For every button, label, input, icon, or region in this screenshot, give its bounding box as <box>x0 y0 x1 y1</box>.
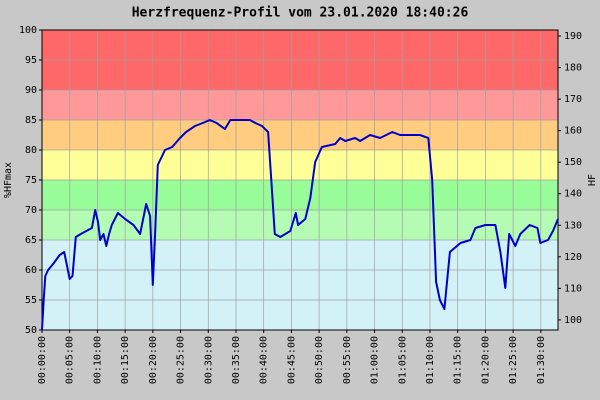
zone <box>42 90 558 120</box>
y-axis-label: %HFmax <box>3 162 14 198</box>
x-tick-label: 00:20:00 <box>148 336 159 384</box>
plot-frame <box>41 29 559 331</box>
x-tick-label: 00:05:00 <box>65 336 76 384</box>
y2-tick-label: 140 <box>564 189 582 200</box>
y-tick-label: 75 <box>25 175 37 186</box>
x-tick-label: 01:25:00 <box>508 336 519 384</box>
x-tick-label: 00:40:00 <box>259 336 270 384</box>
zone <box>42 150 558 180</box>
x-tick-label: 00:55:00 <box>342 336 353 384</box>
y2-tick-label: 100 <box>564 315 582 326</box>
x-tick-label: 01:20:00 <box>480 336 491 384</box>
y2-tick-label: 190 <box>564 31 582 42</box>
y2-tick-label: 110 <box>564 283 582 294</box>
zone <box>42 240 558 330</box>
y-tick-label: 95 <box>25 55 37 66</box>
y-tick-label: 60 <box>25 265 37 276</box>
x-tick-label: 00:15:00 <box>120 336 131 384</box>
x-tick-label: 00:35:00 <box>231 336 242 384</box>
x-tick-label: 00:50:00 <box>314 336 325 384</box>
zone <box>42 180 558 210</box>
y-tick-label: 50 <box>25 325 37 336</box>
x-tick-label: 01:15:00 <box>453 336 464 384</box>
x-tick-label: 01:00:00 <box>370 336 381 384</box>
x-tick-label: 00:45:00 <box>286 336 297 384</box>
heart-rate-line <box>41 119 559 331</box>
x-tick-label: 01:30:00 <box>536 336 547 384</box>
x-tick-label: 01:05:00 <box>397 336 408 384</box>
y-tick-label: 85 <box>25 115 37 126</box>
zone <box>42 120 558 150</box>
chart-title: Herzfrequenz-Profil vom 23.01.2020 18:40… <box>132 6 469 21</box>
y2-tick-label: 120 <box>564 252 582 263</box>
y-tick-label: 65 <box>25 235 37 246</box>
y2-tick-label: 180 <box>564 63 582 74</box>
y-tick-label: 55 <box>25 295 37 306</box>
y2-tick-label: 130 <box>564 220 582 231</box>
x-tick-label: 00:00:00 <box>37 336 48 384</box>
y2-tick-label: 150 <box>564 157 582 168</box>
x-tick-label: 01:10:00 <box>425 336 436 384</box>
y2-axis-label: HF <box>587 174 598 186</box>
y-tick-label: 90 <box>25 85 37 96</box>
y-tick-label: 70 <box>25 205 37 216</box>
x-tick-label: 00:25:00 <box>176 336 187 384</box>
y-tick-label: 80 <box>25 145 37 156</box>
x-tick-label: 00:10:00 <box>92 336 103 384</box>
y-tick-label: 100 <box>19 25 37 36</box>
y2-tick-label: 170 <box>564 94 582 105</box>
y2-tick-label: 160 <box>564 126 582 137</box>
x-tick-label: 00:30:00 <box>203 336 214 384</box>
